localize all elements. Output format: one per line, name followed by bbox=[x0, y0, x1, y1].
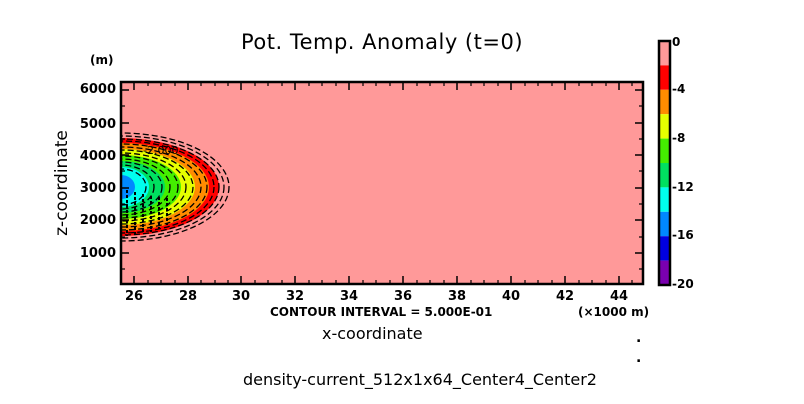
x-axis-minor-ticks bbox=[147, 82, 633, 284]
x-tick: 40 bbox=[501, 289, 521, 304]
contour-label: -2.000 bbox=[143, 144, 178, 157]
y-axis-unit: (m) bbox=[90, 53, 114, 67]
y-tick: 1000 bbox=[79, 246, 116, 261]
x-tick: 34 bbox=[339, 289, 359, 304]
x-tick: 42 bbox=[555, 289, 575, 304]
contour-interval-label: CONTOUR INTERVAL = 5.000E-01 bbox=[270, 305, 493, 319]
cold-bubble: -2.000 bbox=[121, 132, 230, 242]
x-axis-label: x-coordinate bbox=[322, 324, 423, 343]
y-tick: 6000 bbox=[79, 82, 116, 97]
x-axis-ticks bbox=[133, 82, 620, 284]
x-tick: 38 bbox=[447, 289, 467, 304]
dot-marker: . bbox=[636, 350, 642, 366]
colorbar-tick: -8 bbox=[672, 131, 686, 145]
x-tick: 28 bbox=[178, 289, 198, 304]
x-tick: 36 bbox=[393, 289, 413, 304]
x-tick: 32 bbox=[285, 289, 305, 304]
y-tick: 4000 bbox=[79, 149, 116, 164]
colorbar-tick: -12 bbox=[672, 180, 694, 194]
colorbar-tick: 0 bbox=[672, 35, 681, 49]
y-tick: 3000 bbox=[79, 181, 116, 196]
x-axis-unit: (×1000 m) bbox=[578, 305, 650, 319]
x-tick: 44 bbox=[609, 289, 629, 304]
y-tick: 2000 bbox=[79, 213, 116, 228]
figure-caption: density-current_512x1x64_Center4_Center2 bbox=[243, 370, 597, 389]
colorbar-tick: -4 bbox=[672, 82, 686, 96]
colorbar-tick: -16 bbox=[672, 228, 694, 242]
y-tick: 5000 bbox=[79, 117, 116, 132]
x-tick: 26 bbox=[124, 289, 144, 304]
y-axis-minor-ticks bbox=[121, 105, 643, 270]
colorbar bbox=[657, 39, 672, 287]
chart-title: Pot. Temp. Anomaly (t=0) bbox=[240, 30, 524, 54]
x-tick: 30 bbox=[231, 289, 251, 304]
dot-marker: . bbox=[636, 330, 642, 346]
colorbar-tick: -20 bbox=[672, 277, 694, 291]
y-axis-ticks bbox=[121, 89, 643, 254]
